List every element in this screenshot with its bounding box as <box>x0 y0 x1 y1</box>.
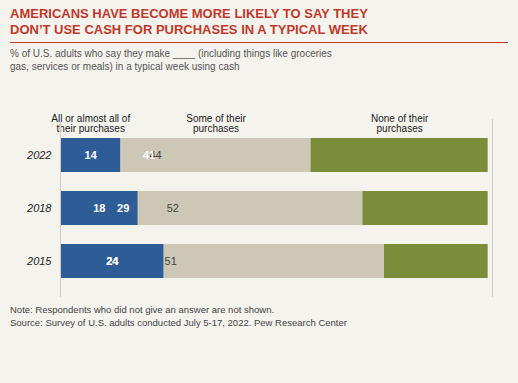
html-text:Note: Respondents who did not: Note: Respondents who did not give an an… <box>10 304 275 315</box>
svg-text:14: 14 <box>85 149 98 161</box>
svg-text:2018: 2018 <box>26 202 52 214</box>
svg-text:18: 18 <box>93 202 105 214</box>
svg-text:51: 51 <box>165 255 177 267</box>
svg-text:24: 24 <box>106 255 119 267</box>
svg-text:2015: 2015 <box>26 255 52 267</box>
html-text:% of U.S. adults who say they: % of U.S. adults who say they make ____ … <box>10 48 332 72</box>
svg-text:52: 52 <box>167 202 179 214</box>
svg-text:29: 29 <box>117 202 129 214</box>
svg-text:Some of theirpurchases: Some of theirpurchases <box>186 113 246 134</box>
svg-text:24: 24 <box>106 255 119 267</box>
svg-text:All or almost all oftheir purc: All or almost all oftheir purchases <box>51 113 130 134</box>
html-text:Source: Survey of U.S. adults: Source: Survey of U.S. adults conducted … <box>10 317 347 328</box>
svg-text:None of theirpurchases: None of theirpurchases <box>371 113 429 134</box>
svg-text:41: 41 <box>143 149 155 161</box>
html-text:AMERICANS HAVE BECOME MORE LIK: AMERICANS HAVE BECOME MORE LIKELY TO SAY… <box>10 6 368 37</box>
svg-text:2022: 2022 <box>26 149 51 161</box>
svg-text:44: 44 <box>149 149 162 161</box>
